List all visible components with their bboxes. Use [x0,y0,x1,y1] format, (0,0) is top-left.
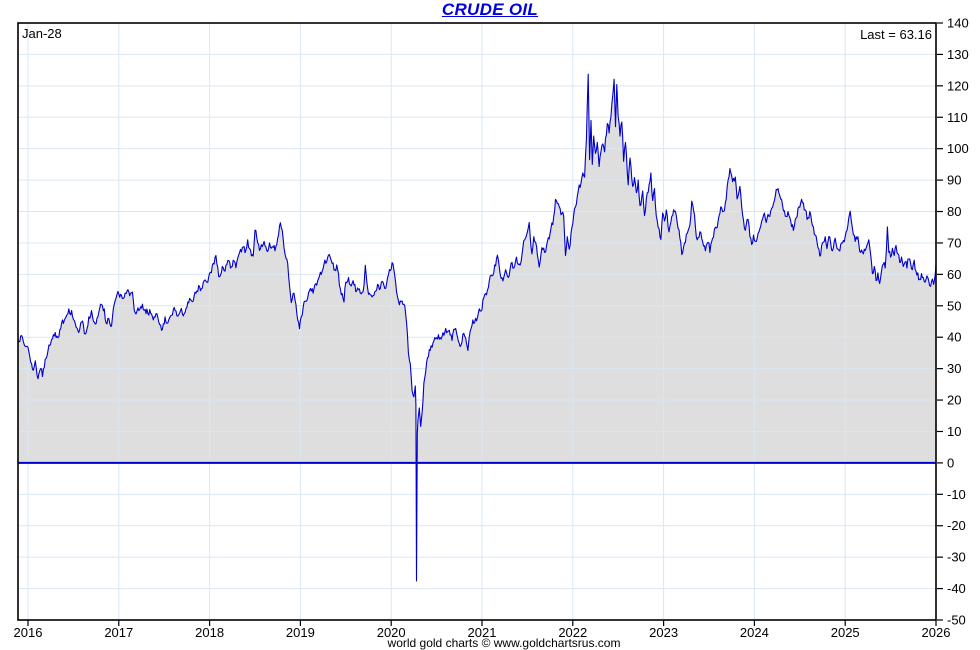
y-axis-tick-label: 0 [947,455,954,470]
last-date-label: Jan-28 [22,26,62,41]
y-axis-tick-label: -10 [947,487,966,502]
y-axis-tick-label: 90 [947,173,961,188]
y-axis-tick-label: 40 [947,330,961,345]
y-axis-tick-label: 70 [947,235,961,250]
x-axis-tick-label: 2023 [649,625,678,640]
x-axis-tick-label: 2017 [104,625,133,640]
x-axis-tick-label: 2016 [14,625,43,640]
y-axis-tick-label: -40 [947,581,966,596]
plot-border [17,22,937,621]
chart-title: CRUDE OIL [441,0,539,19]
last-value-label: Last = 63.16 [860,27,932,42]
price-line [17,73,937,582]
y-axis-tick-label: 30 [947,361,961,376]
x-axis-tick-label: 2018 [195,625,224,640]
y-axis-tick-label: 20 [947,393,961,408]
x-axis-tick-label: 2026 [922,625,951,640]
x-axis-tick-label: 2025 [831,625,860,640]
y-axis-tick-label: -50 [947,613,966,628]
y-axis-tick-label: 130 [947,47,969,62]
credit-footer: world gold charts © www.goldchartsrus.co… [387,636,621,650]
x-axis-tick-label: 2020 [377,625,406,640]
x-axis-tick-label: 2021 [468,625,497,640]
y-axis-tick-label: -30 [947,550,966,565]
y-axis-tick-label: 10 [947,424,961,439]
y-axis-tick-label: 120 [947,78,969,93]
y-axis-tick-label: 60 [947,267,961,282]
area-fill [18,74,936,463]
y-axis-tick-label: 100 [947,141,969,156]
y-axis-tick-label: 50 [947,298,961,313]
y-axis-tick-label: 110 [947,110,968,125]
x-axis-tick-label: 2022 [558,625,587,640]
y-axis-tick-label: 140 [947,16,969,31]
x-axis-tick-label: 2024 [740,625,769,640]
y-axis-tick-label: 80 [947,204,961,219]
x-axis-tick-label: 2019 [286,625,315,640]
y-axis-tick-label: -20 [947,518,966,533]
